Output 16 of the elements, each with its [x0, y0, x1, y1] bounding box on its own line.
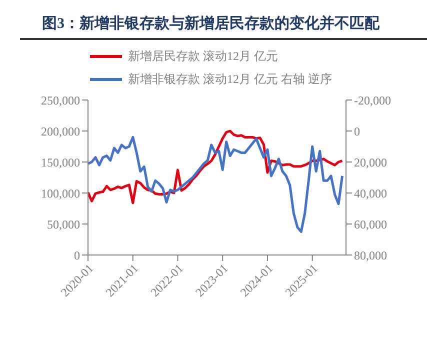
y-tick-label: 250,000 [41, 93, 80, 108]
chart-title: 图3：新增非银存款与新增居民存款的变化并不匹配 [20, 8, 427, 40]
y2-tick-label: -20,000 [354, 93, 391, 108]
legend-label: 新增居民存款 滚动12月 亿元 [128, 48, 278, 65]
y-tick-label: 200,000 [41, 124, 80, 138]
y2-tick-label: 0 [354, 124, 360, 138]
y2-tick-label: 40,000 [354, 186, 387, 200]
y2-tick-label: 80,000 [354, 248, 387, 262]
y-tick-label: 0 [74, 248, 80, 262]
y-tick-label: 100,000 [41, 186, 80, 200]
y-tick-label: 150,000 [41, 155, 80, 170]
line-series [88, 136, 344, 233]
y2-tick-label: 20,000 [354, 155, 387, 170]
legend-label: 新增非银存款 滚动12月 亿元 右轴 逆序 [128, 71, 332, 88]
y-tick-label: 50,000 [47, 217, 80, 232]
y2-tick-label: 60,000 [354, 217, 387, 232]
